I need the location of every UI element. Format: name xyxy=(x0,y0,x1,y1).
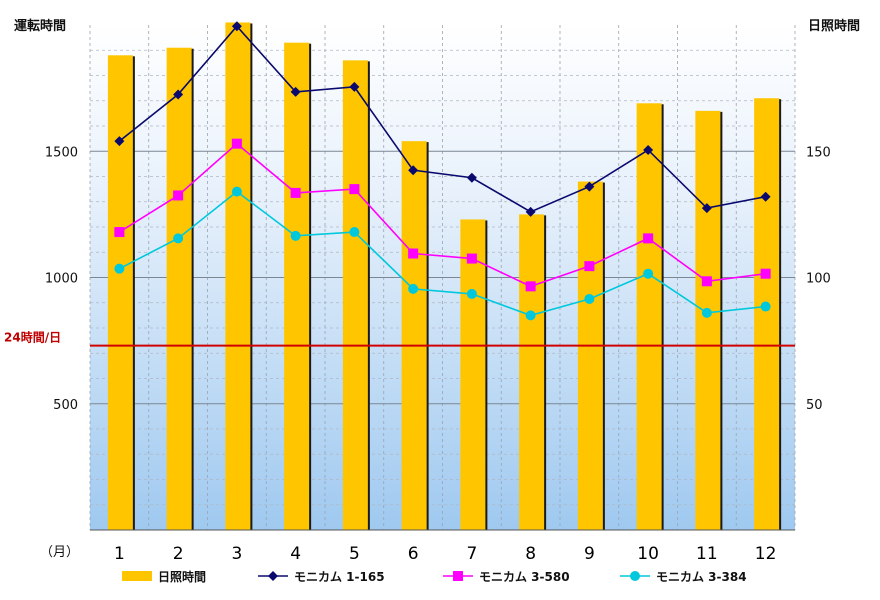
bar xyxy=(519,214,545,530)
y-right-tick-label: 100 xyxy=(806,272,831,287)
diamond-marker xyxy=(290,86,301,97)
circle-marker xyxy=(290,230,301,241)
circle-marker xyxy=(760,301,771,312)
series-line xyxy=(118,142,766,288)
diamond-marker xyxy=(173,89,184,100)
x-tick-label: 5 xyxy=(349,544,360,564)
square-marker xyxy=(173,190,184,201)
bar xyxy=(284,42,310,531)
square-marker xyxy=(290,187,301,198)
legend-label: 日照時間 xyxy=(158,569,206,584)
series-line xyxy=(118,25,766,213)
square-marker xyxy=(584,261,595,272)
diamond-marker xyxy=(349,81,360,92)
circle-marker xyxy=(231,186,242,197)
x-tick-label: 8 xyxy=(525,544,536,564)
circle-marker xyxy=(349,227,360,238)
y-left-tick-label: 1000 xyxy=(45,272,78,287)
legend-swatch-bar xyxy=(122,571,152,581)
square-marker xyxy=(525,281,536,292)
line-series xyxy=(114,21,771,321)
square-marker xyxy=(349,184,360,195)
square-marker xyxy=(408,248,419,259)
square-marker xyxy=(643,233,654,244)
circle-marker xyxy=(630,571,640,581)
bar xyxy=(460,219,486,531)
x-tick-label: 6 xyxy=(408,544,419,564)
square-marker xyxy=(453,571,463,581)
legend: 日照時間 モニカム 1-165 モニカム 3-580 モニカム 3-384 xyxy=(122,569,747,584)
circle-marker xyxy=(701,307,712,318)
circle-marker xyxy=(114,263,125,274)
x-ticks: 1 2 3 4 5 6 7 8 9 10 11 12 xyxy=(114,544,776,564)
diamond-marker xyxy=(760,191,771,202)
diamond-marker xyxy=(114,136,125,147)
y-left-tick-label: 500 xyxy=(53,398,78,413)
y-right-axis-title: 日照時間 xyxy=(808,18,860,34)
x-tick-label: 2 xyxy=(173,544,184,564)
reference-line-label: 24時間/日 xyxy=(4,330,61,345)
x-tick-label: 10 xyxy=(637,544,659,564)
bar xyxy=(225,22,251,530)
bar xyxy=(695,110,721,530)
circle-marker xyxy=(643,268,654,279)
diamond-marker xyxy=(525,206,536,217)
y-right-tick-label: 150 xyxy=(806,145,831,160)
grid xyxy=(89,25,796,530)
bar xyxy=(342,60,368,530)
circle-marker xyxy=(173,233,184,244)
y-left-tick-label: 1500 xyxy=(45,145,78,160)
y-right-tick-label: 50 xyxy=(806,398,823,413)
series-line xyxy=(119,190,766,317)
y-left-axis-title: 運転時間 xyxy=(14,18,66,34)
x-tick-label: 7 xyxy=(466,544,477,564)
circle-marker xyxy=(525,310,536,321)
x-tick-label: 11 xyxy=(696,544,718,564)
diamond-marker xyxy=(231,21,242,32)
x-tick-label: 4 xyxy=(290,544,301,564)
diamond-marker xyxy=(584,181,595,192)
square-marker xyxy=(231,138,242,149)
circle-marker xyxy=(408,283,419,294)
bar-series xyxy=(107,22,782,531)
diamond-marker xyxy=(466,172,477,183)
x-tick-label: 12 xyxy=(755,544,777,564)
square-marker xyxy=(760,268,771,279)
diamond-marker xyxy=(643,144,654,155)
circle-marker xyxy=(584,293,595,304)
x-tick-label: 1 xyxy=(114,544,125,564)
reference-line: 24時間/日 xyxy=(4,330,795,347)
diamond-marker xyxy=(268,571,278,581)
y-left-ticks: 500 1000 1500 xyxy=(45,145,78,413)
diamond-marker xyxy=(408,165,419,176)
bar xyxy=(754,98,780,530)
square-marker xyxy=(701,276,712,287)
x-tick-label: 3 xyxy=(231,544,242,564)
legend-label: モニカム 1-165 xyxy=(294,570,385,584)
bar xyxy=(636,103,662,531)
legend-label: モニカム 3-580 xyxy=(479,570,570,584)
square-marker xyxy=(466,253,477,264)
x-tick-label: 9 xyxy=(584,544,595,564)
square-marker xyxy=(114,227,125,238)
legend-label: モニカム 3-384 xyxy=(656,570,747,584)
x-unit-label: （月） xyxy=(40,545,79,560)
diamond-marker xyxy=(701,203,712,214)
circle-marker xyxy=(466,288,477,299)
bar xyxy=(107,55,133,531)
bar xyxy=(166,47,192,530)
y-right-ticks: 50 100 150 xyxy=(806,145,831,413)
bar xyxy=(577,181,603,531)
bar xyxy=(401,141,427,530)
